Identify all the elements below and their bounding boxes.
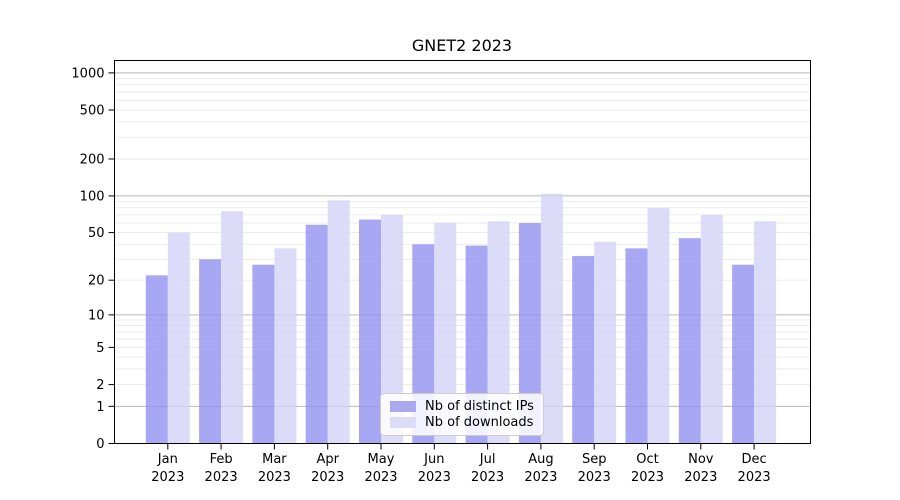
bar-distinct-ips-feb: [199, 259, 222, 444]
x-tick-label-month-aug: Aug: [528, 452, 553, 467]
x-tick-label-year-jul: 2023: [471, 470, 504, 485]
x-tick-label-month-feb: Feb: [210, 452, 233, 467]
legend-swatch-distinct-ips: [390, 400, 416, 412]
y-tick-label-10: 10: [88, 308, 105, 323]
legend-label-downloads: Nb of downloads: [425, 415, 534, 431]
bar-distinct-ips-jan: [145, 275, 168, 444]
y-tick-label-2: 2: [96, 378, 104, 393]
y-tick-label-1: 1: [96, 400, 104, 415]
x-tick-label-year-aug: 2023: [524, 470, 557, 485]
y-tick-label-20: 20: [88, 274, 105, 289]
x-tick-label-year-mar: 2023: [258, 470, 291, 485]
bar-downloads-jan: [167, 232, 190, 444]
legend-label-distinct-ips: Nb of distinct IPs: [425, 398, 534, 414]
bar-downloads-may: [381, 214, 403, 444]
x-tick-label-month-jul: Jul: [479, 452, 496, 467]
legend-entry-downloads: Nb of downloads: [390, 415, 535, 432]
bar-distinct-ips-aug: [518, 222, 541, 444]
y-tick-label-1000: 1000: [71, 66, 104, 81]
y-tick-label-5: 5: [96, 341, 104, 356]
x-tick-label-month-apr: Apr: [316, 452, 339, 467]
plot-border: [114, 60, 811, 444]
bar-distinct-ips-sep: [572, 255, 595, 444]
x-tick-label-year-apr: 2023: [311, 470, 344, 485]
chart-title: GNET2 2023: [411, 36, 513, 55]
bar-downloads-sep: [594, 241, 617, 444]
bar-downloads-jun: [434, 222, 457, 444]
legend: Nb of distinct IPs Nb of downloads: [380, 393, 544, 436]
y-tick-label-200: 200: [80, 153, 105, 168]
bar-distinct-ips-oct: [625, 248, 648, 444]
x-tick-label-year-sep: 2023: [578, 470, 611, 485]
bar-downloads-feb: [221, 211, 244, 444]
x-tick-label-month-dec: Dec: [742, 452, 767, 467]
y-tick-label-100: 100: [80, 189, 105, 204]
legend-swatch-downloads: [390, 417, 416, 429]
y-tick-label-0: 0: [96, 437, 104, 452]
x-tick-label-month-jun: Jun: [423, 452, 444, 467]
bar-distinct-ips-dec: [732, 264, 755, 444]
y-tick-label-50: 50: [88, 226, 105, 241]
bar-distinct-ips-nov: [678, 238, 701, 444]
bar-downloads-nov: [700, 214, 723, 444]
x-tick-label-month-nov: Nov: [688, 452, 714, 467]
x-tick-label-year-jun: 2023: [418, 470, 451, 485]
bar-downloads-aug: [540, 193, 563, 444]
x-tick-label-year-dec: 2023: [738, 470, 771, 485]
x-tick-label-year-feb: 2023: [205, 470, 238, 485]
bar-distinct-ips-may: [359, 219, 381, 444]
x-tick-label-year-jan: 2023: [151, 470, 184, 485]
bar-downloads-oct: [647, 207, 670, 444]
y-tick-label-500: 500: [80, 104, 105, 119]
bar-downloads-mar: [274, 248, 297, 444]
bar-downloads-dec: [754, 221, 777, 444]
bar-distinct-ips-mar: [252, 264, 275, 444]
x-tick-label-month-mar: Mar: [262, 452, 287, 467]
x-tick-label-month-may: May: [368, 452, 395, 467]
x-tick-label-month-jan: Jan: [157, 452, 178, 467]
x-tick-label-year-oct: 2023: [631, 470, 664, 485]
x-tick-label-month-sep: Sep: [582, 452, 607, 467]
legend-entry-distinct-ips: Nb of distinct IPs: [390, 398, 535, 415]
bar-distinct-ips-apr: [305, 224, 328, 444]
x-tick-label-month-oct: Oct: [636, 452, 658, 467]
bar-downloads-jul: [487, 221, 510, 444]
x-tick-label-year-nov: 2023: [684, 470, 717, 485]
bar-downloads-apr: [327, 200, 350, 444]
x-tick-label-year-may: 2023: [364, 470, 397, 485]
